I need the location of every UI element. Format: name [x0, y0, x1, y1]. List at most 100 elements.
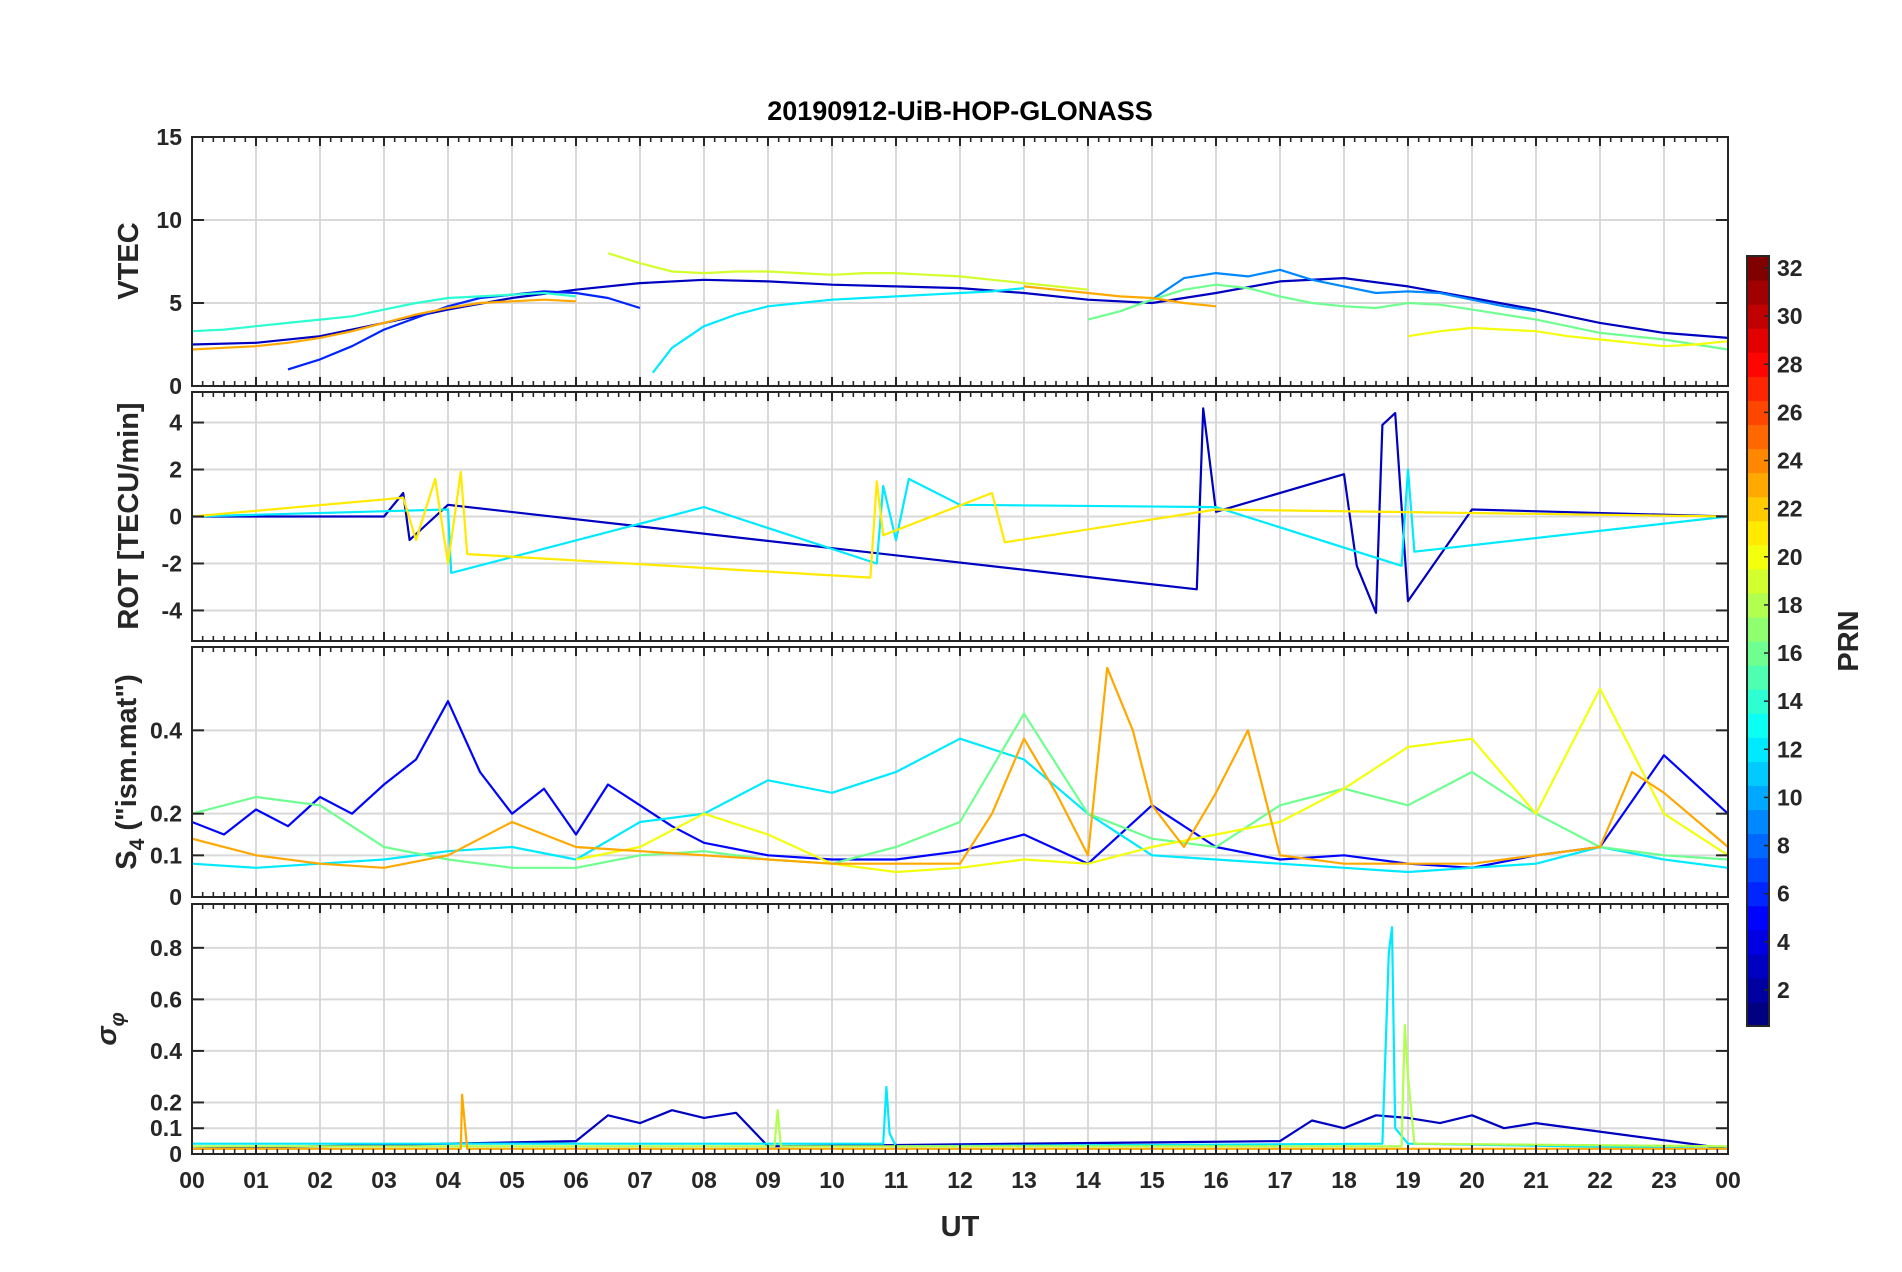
x-tick-label: 00: [179, 1167, 205, 1193]
series-line-prn-12: [651, 287, 1025, 374]
sigma-axes-box: [191, 903, 1729, 1155]
y-tick-label: 0: [169, 504, 182, 530]
colorbar-band: [1747, 424, 1769, 450]
vtec-axes-box: [191, 136, 1729, 387]
y-tick-label: 0.4: [150, 717, 182, 743]
colorbar-band: [1747, 929, 1769, 955]
x-tick-label: 15: [1139, 1167, 1165, 1193]
vtec-ylabel: VTEC: [113, 222, 145, 299]
series-line-prn-6: [287, 290, 641, 371]
x-tick-label: 12: [947, 1167, 973, 1193]
colorbar-tick-label: 16: [1777, 640, 1803, 666]
s4-ylabel: S4 ("ism.mat"): [111, 674, 149, 870]
colorbar-tick-label: 2: [1777, 977, 1790, 1003]
sigma-grid: [192, 904, 1728, 1154]
colorbar-tick-label: 30: [1777, 303, 1803, 329]
y-tick-label: 0.4: [150, 1038, 182, 1064]
colorbar-band: [1747, 833, 1769, 859]
series-line-prn-19: [607, 252, 1089, 291]
rot-yticklabels: -4 -2 0 2 4: [162, 410, 183, 624]
x-tick-label: 05: [499, 1167, 525, 1193]
colorbar-band: [1747, 809, 1769, 835]
x-tick-label: 18: [1331, 1167, 1357, 1193]
colorbar-band: [1747, 448, 1769, 474]
series-line-prn-20: [1407, 326, 1728, 348]
series-line-prn-12: [192, 737, 1728, 874]
y-tick-label: 2: [169, 457, 182, 483]
colorbar-frame: [1746, 255, 1770, 1027]
s4-axes-box: [191, 646, 1729, 898]
colorbar-band: [1747, 953, 1769, 979]
colorbar-band: [1747, 737, 1769, 762]
series-line-prn-23: [192, 298, 577, 351]
colorbar-tick-label: 8: [1777, 833, 1790, 859]
colorbar-band: [1747, 641, 1769, 666]
x-tick-label: 19: [1395, 1167, 1421, 1193]
s4-ylabel-sub: 4: [126, 838, 149, 850]
chart-title: 20190912-UiB-HOP-GLONASS: [767, 96, 1153, 126]
s4-lines: [192, 666, 1728, 874]
y-tick-label: 0: [169, 884, 182, 910]
sigma-lines: [192, 926, 1728, 1150]
series-line-prn-23: [192, 666, 1728, 869]
y-tick-label: 0: [169, 373, 182, 399]
series-line-prn-18: [192, 1023, 1728, 1148]
s4-ylabel-main: S: [111, 850, 143, 869]
series-line-prn-9: [1151, 268, 1537, 313]
colorbar-band: [1747, 689, 1769, 714]
colorbar-band: [1747, 881, 1769, 907]
sigma-ylabel-main: σ: [91, 1025, 123, 1046]
series-line-prn-23: [192, 1093, 1728, 1150]
colorbar-band: [1747, 785, 1769, 811]
x-tick-label: 01: [243, 1167, 269, 1193]
colorbar-band: [1747, 496, 1769, 522]
x-tick-label: 11: [884, 1167, 909, 1193]
colorbar-band: [1747, 544, 1769, 570]
x-tick-label: 20: [1459, 1167, 1485, 1193]
y-tick-label: 0.2: [150, 801, 182, 827]
colorbar-band: [1747, 472, 1769, 498]
colorbar-band: [1747, 352, 1769, 377]
panel-vtec: 0 5 10 15 VTEC: [113, 124, 1729, 399]
series-line-prn-23: [1023, 285, 1217, 308]
colorbar-band: [1747, 256, 1769, 281]
y-tick-label: 10: [156, 207, 182, 233]
colorbar-band: [1747, 905, 1769, 931]
colorbar-tick-label: 24: [1777, 448, 1803, 474]
y-tick-label: 4: [169, 410, 182, 436]
x-tick-label: 21: [1523, 1167, 1549, 1193]
colorbar-label: PRN: [1833, 610, 1865, 671]
vtec-yticklabels: 0 5 10 15: [156, 124, 182, 399]
series-line-prn-21: [192, 470, 1728, 579]
x-tick-label: 02: [307, 1167, 333, 1193]
panel-rot: -4 -2 0 2 4 ROT [TECU/min]: [113, 391, 1729, 642]
colorbar-tick-label: 12: [1777, 736, 1803, 762]
panel-sigma-phi: 00.10.2 0.4 0.6 0.8 σφ: [91, 903, 1729, 1167]
colorbar-band: [1747, 665, 1769, 690]
x-tick-label: 10: [819, 1167, 845, 1193]
rot-lines: [192, 407, 1728, 614]
vtec-lines: [192, 252, 1728, 374]
colorbar-band: [1747, 400, 1769, 426]
colorbar-band: [1747, 977, 1769, 1003]
colorbar-band: [1747, 592, 1769, 618]
colorbar-band: [1747, 1001, 1769, 1027]
x-tick-label: 17: [1267, 1167, 1293, 1193]
colorbar-band: [1747, 568, 1769, 594]
y-tick-label: 0.6: [150, 986, 182, 1012]
colorbar-band: [1747, 328, 1769, 353]
rot-axes-box: [191, 391, 1729, 642]
series-line-prn-3: [192, 277, 1728, 346]
series-line-prn-12: [192, 926, 1728, 1150]
x-tick-label: 00: [1715, 1167, 1741, 1193]
s4-yticklabels: 0 0.1 0.2 0.4: [150, 717, 182, 910]
s4-ylabel-rest: ("ism.mat"): [111, 674, 143, 838]
y-tick-label: -4: [162, 597, 183, 623]
colorbar-tick-label: 18: [1777, 592, 1803, 618]
x-tick-label: 13: [1011, 1167, 1037, 1193]
y-tick-label: -2: [162, 550, 182, 576]
series-line-prn-16: [192, 712, 1728, 869]
